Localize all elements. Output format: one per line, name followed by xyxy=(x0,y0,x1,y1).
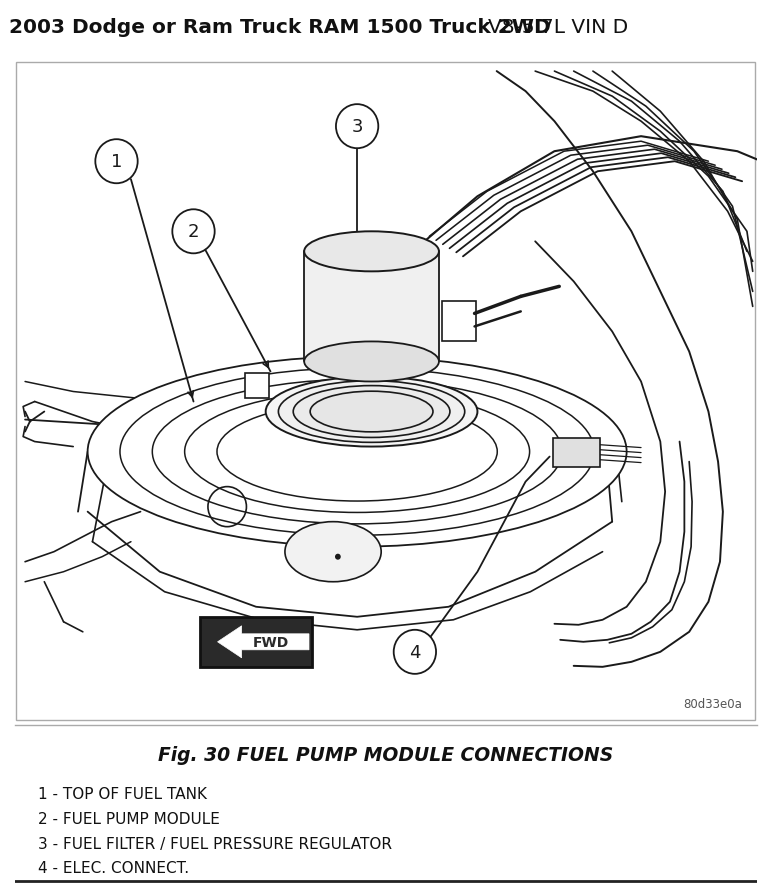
Text: 3 - FUEL FILTER / FUEL PRESSURE REGULATOR: 3 - FUEL FILTER / FUEL PRESSURE REGULATO… xyxy=(38,835,391,851)
Circle shape xyxy=(394,630,436,674)
FancyBboxPatch shape xyxy=(200,617,312,667)
Text: 2: 2 xyxy=(188,223,199,241)
FancyBboxPatch shape xyxy=(16,63,755,720)
Ellipse shape xyxy=(304,232,439,272)
Text: 2003 Dodge or Ram Truck RAM 1500 Truck 2WD: 2003 Dodge or Ram Truck RAM 1500 Truck 2… xyxy=(9,18,551,37)
Ellipse shape xyxy=(266,377,477,447)
Circle shape xyxy=(335,554,340,560)
FancyBboxPatch shape xyxy=(442,302,476,342)
FancyBboxPatch shape xyxy=(553,438,600,467)
Circle shape xyxy=(336,105,378,149)
Text: 1: 1 xyxy=(111,153,122,171)
Ellipse shape xyxy=(293,386,450,438)
Ellipse shape xyxy=(285,522,381,582)
Text: FWD: FWD xyxy=(252,635,289,649)
Ellipse shape xyxy=(88,357,627,547)
Ellipse shape xyxy=(310,392,433,432)
Text: 2 - FUEL PUMP MODULE: 2 - FUEL PUMP MODULE xyxy=(38,811,219,826)
Text: V8-5.7L VIN D: V8-5.7L VIN D xyxy=(488,18,628,37)
Text: Fig. 30 FUEL PUMP MODULE CONNECTIONS: Fig. 30 FUEL PUMP MODULE CONNECTIONS xyxy=(158,745,614,765)
FancyBboxPatch shape xyxy=(304,252,439,362)
FancyBboxPatch shape xyxy=(245,374,269,398)
Text: 4 - ELEC. CONNECT.: 4 - ELEC. CONNECT. xyxy=(38,860,189,875)
Circle shape xyxy=(95,140,137,184)
Polygon shape xyxy=(218,626,309,658)
Text: 80d33e0a: 80d33e0a xyxy=(683,697,742,710)
Circle shape xyxy=(172,210,215,254)
Text: 1 - TOP OF FUEL TANK: 1 - TOP OF FUEL TANK xyxy=(38,786,207,801)
Ellipse shape xyxy=(304,342,439,382)
Text: 4: 4 xyxy=(409,643,421,661)
Ellipse shape xyxy=(279,381,465,443)
Text: 3: 3 xyxy=(351,118,363,136)
